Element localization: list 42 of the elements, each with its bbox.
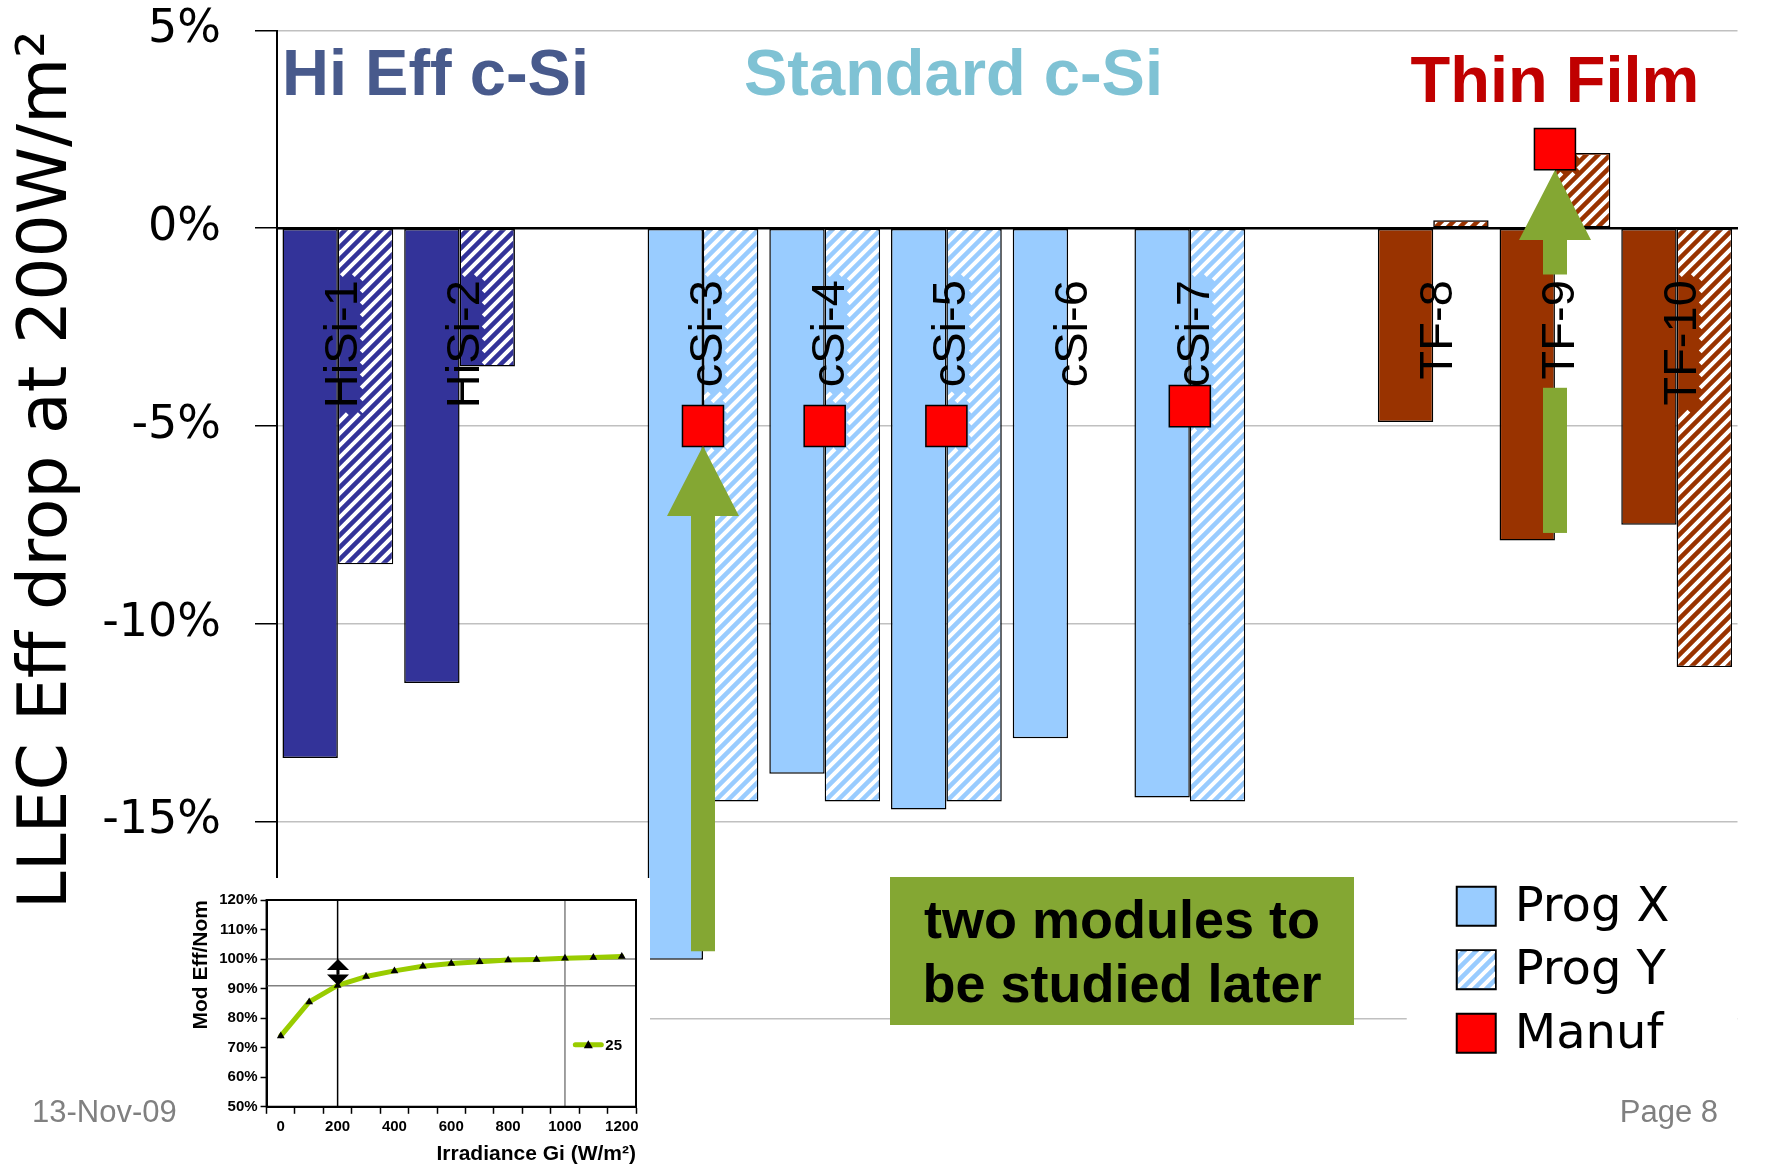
x-tick-label: cSi-6: [1044, 280, 1098, 388]
x-tick-label: TF-9: [1530, 280, 1584, 380]
x-tick-label: 1000: [548, 1116, 582, 1134]
x-tick-label: 400: [381, 1116, 407, 1134]
y-tick-label: 0%: [148, 197, 221, 252]
y-tick-label: 100%: [219, 949, 258, 967]
annotation: Hi Eff c-Si: [282, 36, 589, 109]
y-tick-label: -10%: [102, 592, 221, 647]
x-tick-label: 600: [438, 1116, 464, 1134]
x-tick-label: cSi-4: [800, 280, 854, 388]
x-tick-label: 200: [325, 1116, 351, 1134]
x-tick-label: cSi-3: [678, 280, 732, 388]
y-tick-label: 50%: [227, 1096, 258, 1114]
y-tick-label: 80%: [227, 1008, 258, 1026]
y-tick-label: 5%: [148, 0, 221, 54]
x-tick-label: HiSi-1: [313, 280, 367, 409]
y-tick-label: 110%: [220, 919, 258, 937]
x-tick-label: HiSi-2: [435, 280, 489, 409]
legend-label: Prog X: [1514, 875, 1670, 932]
x-tick-label: 1200: [605, 1116, 639, 1134]
y-tick-label: -5%: [131, 394, 221, 449]
y-tick-label: 60%: [227, 1067, 258, 1085]
x-tick-label: 800: [495, 1116, 521, 1134]
x-tick-label: TF-10: [1652, 280, 1706, 406]
legend-label: 25: [605, 1035, 622, 1053]
y-tick-label: 120%: [219, 890, 258, 908]
x-tick-label: TF-8: [1409, 280, 1463, 380]
text: 13-Nov-09: [32, 1094, 177, 1129]
text: Page 8: [1619, 1094, 1718, 1129]
y-axis-title: LLEC Eff drop at 200W/m²: [3, 30, 83, 910]
y-tick-label: 90%: [227, 978, 258, 996]
y-axis-title: Mod Eff/Nom: [188, 900, 212, 1030]
annotation: Standard c-Si: [744, 36, 1163, 109]
legend-label: Prog Y: [1514, 939, 1667, 996]
annotation: Thin Film: [1410, 43, 1700, 117]
legend-label: Manuf: [1514, 1002, 1665, 1059]
x-tick-label: cSi-5: [922, 280, 976, 388]
y-tick-label: -15%: [102, 790, 221, 845]
x-axis-title: Irradiance Gi (W/m²): [436, 1141, 636, 1165]
x-tick-label: 0: [276, 1116, 285, 1134]
y-tick-label: 70%: [227, 1037, 258, 1055]
x-tick-label: cSi-7: [1165, 280, 1219, 388]
